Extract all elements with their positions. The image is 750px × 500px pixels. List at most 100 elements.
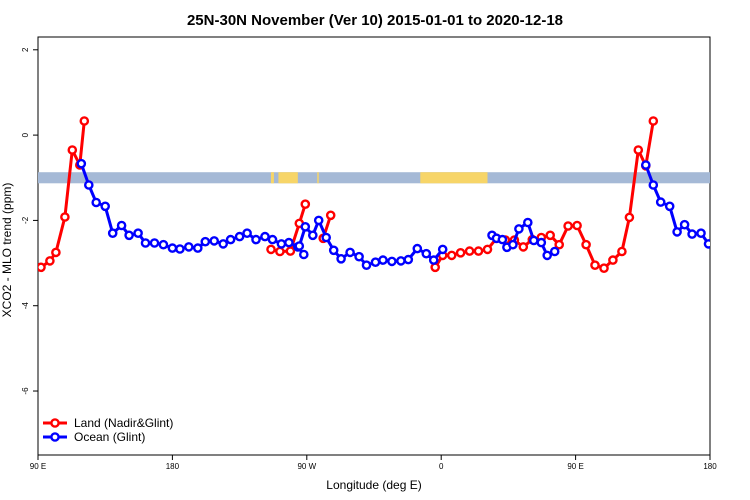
data-point — [298, 249, 309, 260]
data-point — [242, 228, 252, 238]
data-point — [648, 180, 659, 190]
data-point — [563, 221, 573, 231]
data-point — [497, 234, 508, 245]
data-point — [321, 232, 332, 243]
y-axis: 2 0 -2 -4 -6 — [21, 47, 38, 395]
data-point — [200, 236, 211, 247]
data-point — [336, 253, 346, 264]
y-tick-label: 2 — [21, 47, 30, 52]
data-point — [76, 158, 87, 169]
data-point — [218, 239, 228, 249]
y-tick-label: -2 — [21, 216, 30, 224]
data-point — [572, 220, 582, 231]
data-point — [617, 246, 627, 257]
land-mask-band — [38, 172, 710, 184]
data-point — [38, 262, 46, 273]
series-ocean — [76, 158, 745, 271]
data-point — [529, 235, 539, 246]
series-line — [297, 218, 444, 267]
legend-label: Land (Nadir&Glint) — [74, 416, 173, 430]
y-axis-label: XCO2 - MLO trend (ppm) — [0, 183, 14, 318]
data-point — [648, 116, 659, 126]
data-point — [581, 239, 591, 250]
data-point — [60, 212, 70, 222]
data-point — [158, 239, 169, 250]
x-axis-label: Longitude (deg E) — [326, 478, 421, 492]
plot-area — [37, 36, 745, 456]
data-point — [300, 221, 311, 232]
chart-title: 25N-30N November (Ver 10) 2015-01-01 to … — [187, 12, 563, 29]
data-point — [284, 237, 294, 248]
ocean-band — [38, 172, 710, 184]
data-point — [91, 197, 101, 208]
data-point — [370, 257, 381, 268]
data-point — [687, 229, 697, 239]
data-point — [84, 180, 94, 190]
series-layer — [38, 116, 745, 274]
data-point — [542, 250, 553, 261]
data-point — [482, 244, 493, 255]
data-point — [345, 247, 355, 258]
data-point — [523, 217, 533, 228]
data-point — [412, 243, 423, 254]
data-point — [116, 220, 127, 231]
data-point — [455, 247, 466, 258]
x-tick-label: 180 — [166, 462, 180, 471]
legend-marker — [50, 432, 60, 442]
data-point — [730, 245, 737, 252]
data-point — [276, 239, 287, 249]
data-point — [251, 234, 261, 245]
data-point — [518, 242, 529, 252]
data-point — [714, 240, 721, 247]
data-point — [655, 197, 666, 207]
data-point — [664, 201, 675, 212]
data-point — [590, 260, 600, 271]
data-point — [183, 242, 194, 252]
data-point — [260, 231, 270, 242]
x-tick-label: 0 — [439, 462, 444, 471]
data-point — [387, 256, 397, 267]
data-point — [464, 246, 475, 256]
data-point — [738, 246, 745, 253]
data-point — [624, 212, 635, 223]
data-point — [696, 228, 706, 238]
data-point — [361, 260, 372, 271]
data-point — [175, 244, 185, 254]
land-band-segment — [317, 172, 319, 184]
data-point — [149, 238, 160, 248]
x-tick-label: 90 E — [567, 462, 583, 471]
data-point — [549, 246, 560, 257]
y-tick-label: 0 — [21, 132, 30, 137]
data-point — [234, 231, 245, 242]
x-tick-label: 90 E — [30, 462, 46, 471]
data-point — [124, 230, 134, 241]
data-point — [703, 239, 710, 249]
legend: Land (Nadir&Glint)Ocean (Glint) — [43, 416, 173, 444]
data-point — [307, 230, 318, 241]
x-tick-label: 180 — [703, 462, 717, 471]
data-point — [45, 256, 55, 266]
x-axis: 90 E 180 90 W 0 90 E 180 — [30, 455, 717, 471]
data-point — [354, 251, 364, 262]
data-point — [100, 201, 110, 212]
data-point — [437, 244, 448, 255]
legend-label: Ocean (Glint) — [74, 430, 145, 444]
data-point — [514, 224, 524, 234]
data-point — [641, 160, 651, 170]
data-point — [421, 248, 432, 259]
data-point — [428, 255, 439, 265]
data-point — [545, 230, 556, 241]
data-point — [79, 116, 90, 126]
data-point — [473, 246, 484, 256]
data-point — [608, 255, 618, 265]
data-point — [67, 145, 78, 155]
y-tick-label: -6 — [21, 387, 30, 395]
data-point — [300, 199, 311, 209]
data-point — [107, 228, 118, 238]
legend-marker — [50, 418, 60, 428]
data-point — [313, 215, 324, 226]
data-point — [294, 241, 305, 251]
data-point — [679, 219, 690, 230]
data-point — [133, 228, 143, 238]
